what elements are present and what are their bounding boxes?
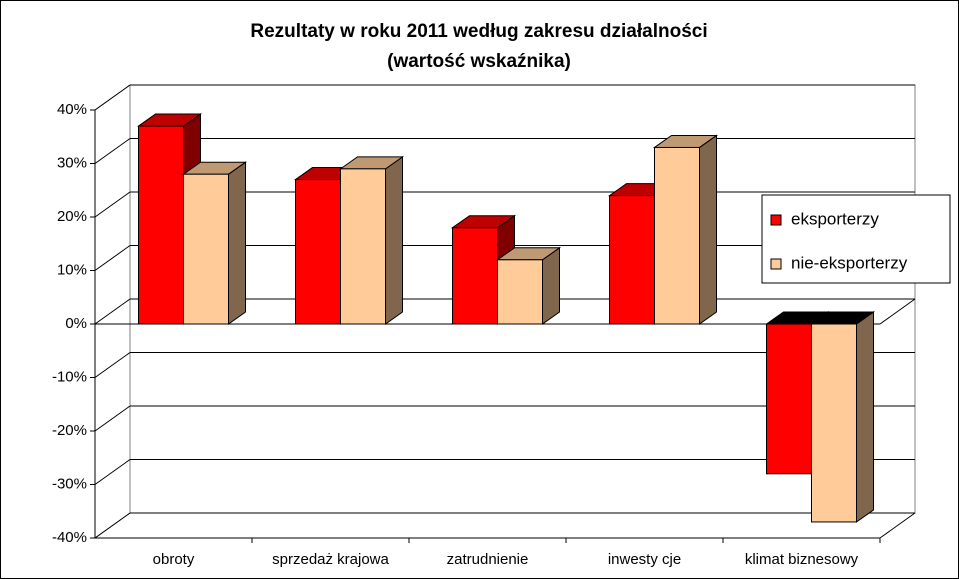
bar <box>183 173 229 325</box>
x-tick-label: zatrudnienie <box>447 551 529 568</box>
legend-swatch <box>770 214 782 226</box>
bar-side <box>542 246 560 325</box>
bar <box>497 259 543 325</box>
y-tick-label: -10% <box>52 368 87 385</box>
bar-side <box>856 311 874 523</box>
grid-line <box>94 191 131 218</box>
y-tick-label: -40% <box>52 529 87 546</box>
grid-line <box>94 138 131 164</box>
grid-line <box>94 405 131 432</box>
x-tick-label: klimat biznesowy <box>745 551 859 568</box>
y-tick-label: 20% <box>57 208 87 225</box>
y-tick-label: -30% <box>52 475 87 492</box>
grid-line <box>94 84 131 111</box>
bar-side <box>385 155 403 325</box>
x-axis-depth <box>879 512 916 539</box>
legend-box <box>761 194 951 284</box>
bar <box>766 323 812 475</box>
grid-line <box>94 459 131 485</box>
y-tick-label: -20% <box>52 422 87 439</box>
grid-line <box>94 512 131 539</box>
bar <box>340 168 386 325</box>
y-tick-label: 40% <box>57 101 87 118</box>
grid-line <box>94 352 131 378</box>
y-tick-label: 0% <box>65 315 87 332</box>
bar <box>138 125 184 325</box>
bar <box>295 179 341 325</box>
bar <box>811 323 857 523</box>
x-tick-label: obroty <box>153 551 195 568</box>
chart-title: Rezultaty w roku 2011 według zakresu dzi… <box>250 21 707 42</box>
zero-line-depth <box>879 298 916 325</box>
y-tick-label: 30% <box>57 154 87 171</box>
bar <box>654 146 700 325</box>
chart-subtitle: (wartość wskaźnika) <box>387 51 571 72</box>
bar-side <box>228 161 246 325</box>
bar-side <box>699 134 717 325</box>
y-tick-label: 10% <box>57 261 87 278</box>
x-tick-label: sprzedaż krajowa <box>272 551 389 568</box>
legend-swatch <box>770 258 782 270</box>
bar <box>452 227 498 325</box>
grid-line <box>94 245 131 271</box>
bar <box>609 195 655 325</box>
grid-line <box>94 298 131 325</box>
x-tick-label: inwesty cje <box>608 551 681 568</box>
legend-label: eksporterzy <box>791 209 879 228</box>
legend-label: nie-eksporterzy <box>791 253 908 272</box>
